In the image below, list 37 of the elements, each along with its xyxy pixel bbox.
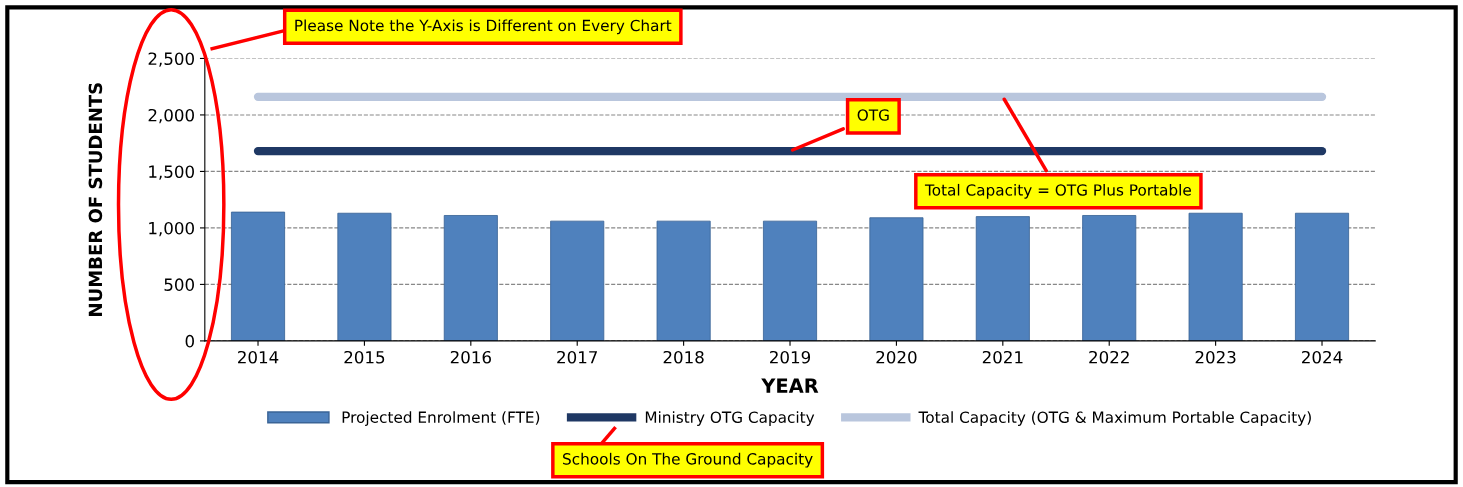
x-tick-label: 2018 <box>663 350 704 364</box>
x-axis-title: YEAR <box>761 378 819 393</box>
y-tick-label: 2,500 <box>148 52 194 67</box>
x-tick-label: 2022 <box>1089 350 1129 364</box>
legend-label: Ministry OTG Capacity <box>645 411 815 426</box>
bar <box>1082 215 1137 341</box>
legend-label: Total Capacity (OTG & Maximum Portable Capacity) <box>918 411 1311 426</box>
text: Schools On The Ground Capacity <box>563 452 813 468</box>
bar <box>869 217 924 341</box>
x-tick-label: 2015 <box>344 350 385 364</box>
y-tick-label: 1,500 <box>149 165 194 180</box>
legend-label: Projected Enrolment (FTE) <box>342 411 540 426</box>
x-tick-label: 2024 <box>1302 350 1343 364</box>
bar <box>1188 212 1243 341</box>
text: Please Note the Y-Axis is Different on Every Chart <box>295 19 672 35</box>
bar <box>656 220 711 341</box>
y-axis-title: NUMBER OF STUDENTS <box>88 83 103 316</box>
y-tick-label: 1,000 <box>149 221 194 237</box>
x-tick-label: 2023 <box>1195 350 1236 364</box>
annotation: OTG <box>857 109 889 121</box>
annotation: Total Capacity = OTG Plus Portable <box>924 183 1191 199</box>
bar <box>550 220 605 341</box>
x-tick-label: 2019 <box>770 350 811 364</box>
x-tick-label: 2017 <box>557 350 597 364</box>
bar <box>337 212 392 341</box>
x-tick-label: 2016 <box>450 350 491 364</box>
x-tick-label: 2020 <box>876 350 917 364</box>
x-tick-label: 2014 <box>238 350 279 364</box>
y-tick-label: 500 <box>164 278 194 291</box>
bar <box>231 211 286 341</box>
y-tick-label: 2,000 <box>148 108 194 124</box>
y-tick-label: 0 <box>185 334 194 348</box>
bar <box>443 215 498 341</box>
bar <box>763 220 818 341</box>
bar <box>1295 212 1350 341</box>
x-tick-label: 2021 <box>982 350 1023 364</box>
bar <box>975 216 1030 341</box>
